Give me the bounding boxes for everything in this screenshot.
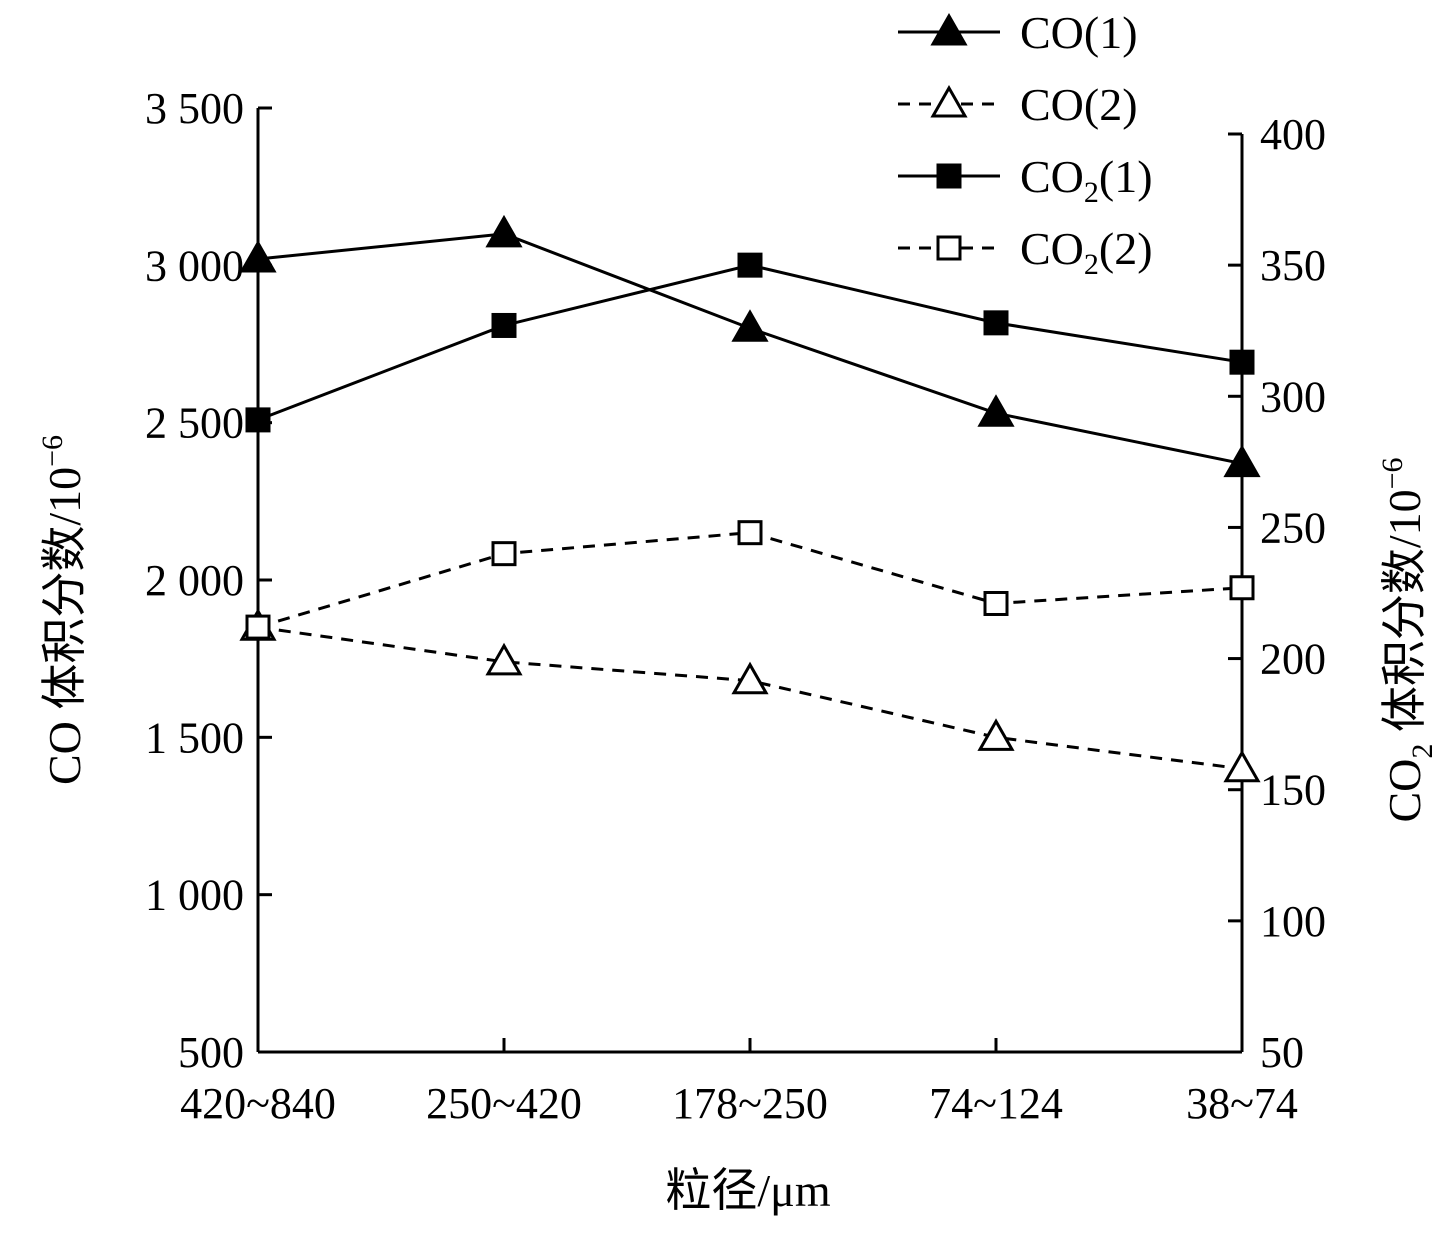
legend-item: CO2(1) bbox=[898, 151, 1153, 209]
data-point bbox=[731, 661, 769, 695]
series-co-1- bbox=[239, 214, 1261, 478]
legend-item: CO2(2) bbox=[898, 223, 1153, 281]
data-point bbox=[977, 718, 1015, 751]
left-tick-label: 2 000 bbox=[145, 556, 244, 605]
legend-marker bbox=[930, 12, 968, 46]
left-tick-label: 3 500 bbox=[145, 84, 244, 133]
series-line bbox=[257, 531, 1243, 629]
legend-label: CO(2) bbox=[1020, 79, 1138, 130]
data-point bbox=[491, 541, 517, 567]
x-tick-label: 420~840 bbox=[180, 1079, 336, 1128]
data-point bbox=[239, 240, 277, 273]
data-point bbox=[737, 252, 763, 278]
data-point bbox=[1229, 575, 1255, 601]
left-tick-label: 1 000 bbox=[145, 871, 244, 920]
left-tick-label: 500 bbox=[178, 1028, 244, 1077]
legend-label: CO2(1) bbox=[1020, 151, 1153, 209]
left-tick-label: 2 500 bbox=[145, 399, 244, 448]
data-point bbox=[485, 642, 523, 676]
series-line bbox=[257, 263, 1243, 422]
legend-marker bbox=[936, 163, 962, 189]
legend-item: CO(2) bbox=[898, 79, 1138, 130]
data-point bbox=[737, 520, 763, 546]
legend-label: CO(1) bbox=[1020, 7, 1138, 58]
data-point bbox=[983, 310, 1009, 336]
series-co2-1- bbox=[245, 252, 1255, 433]
data-point bbox=[1223, 749, 1261, 783]
data-point bbox=[1229, 349, 1255, 375]
data-point bbox=[491, 312, 517, 338]
right-tick-label: 250 bbox=[1260, 503, 1326, 552]
right-axis-ticks: 50 100 150 200 250 300 350 400 bbox=[1228, 110, 1326, 1077]
x-tick-label: 74~124 bbox=[929, 1079, 1063, 1128]
data-point bbox=[245, 407, 271, 433]
right-tick-label: 300 bbox=[1260, 372, 1326, 421]
right-tick-label: 150 bbox=[1260, 766, 1326, 815]
right-tick-label: 350 bbox=[1260, 241, 1326, 290]
left-tick-label: 3 000 bbox=[145, 241, 244, 290]
legend: CO(1) CO(2) CO2(1) CO2(2) bbox=[898, 7, 1153, 281]
x-axis-ticks: 420~840 250~420 178~250 74~124 38~74 bbox=[180, 1038, 1298, 1128]
data-point bbox=[245, 614, 271, 640]
data-point bbox=[1223, 444, 1261, 478]
legend-label: CO2(2) bbox=[1020, 223, 1153, 281]
x-tick-label: 178~250 bbox=[672, 1079, 828, 1128]
series-line bbox=[257, 625, 1243, 771]
right-axis-title: CO2 体积分数/10−6 bbox=[1376, 457, 1439, 822]
legend-marker bbox=[936, 235, 962, 261]
data-point bbox=[731, 309, 769, 342]
right-tick-label: 50 bbox=[1260, 1028, 1304, 1077]
right-tick-label: 100 bbox=[1260, 897, 1326, 946]
series-co2-2- bbox=[245, 520, 1255, 640]
left-axis-title: CO 体积分数/10−6 bbox=[36, 435, 90, 785]
data-point bbox=[977, 394, 1015, 427]
data-point bbox=[983, 590, 1009, 616]
left-tick-label: 1 500 bbox=[145, 713, 244, 762]
series-co-2- bbox=[239, 608, 1261, 783]
legend-item: CO(1) bbox=[898, 7, 1138, 58]
legend-marker bbox=[930, 84, 968, 118]
x-tick-label: 250~420 bbox=[426, 1079, 582, 1128]
right-tick-label: 200 bbox=[1260, 635, 1326, 684]
x-axis-title: 粒径/μm bbox=[665, 1165, 830, 1216]
data-point bbox=[485, 214, 523, 248]
left-axis-ticks: 500 1 000 1 500 2 000 2 500 3 000 3 500 bbox=[145, 84, 272, 1077]
series-layer bbox=[239, 214, 1261, 783]
right-tick-label: 400 bbox=[1260, 110, 1326, 159]
x-tick-label: 38~74 bbox=[1186, 1079, 1298, 1128]
